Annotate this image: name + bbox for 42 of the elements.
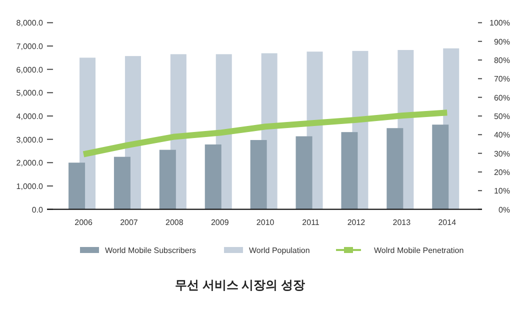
bar <box>159 150 176 210</box>
y2-tick-label: 90% <box>494 37 510 46</box>
y2-tick-label: 80% <box>494 56 510 66</box>
y2-tick-label: 50% <box>494 112 510 121</box>
bar <box>341 132 358 210</box>
x-tick-label: 2006 <box>74 218 93 227</box>
bar <box>296 136 312 210</box>
bar <box>432 124 449 210</box>
y-tick-label: 7,000.0 <box>16 42 44 52</box>
y2-tick-label: 60% <box>494 93 510 102</box>
y2-tick-label: 40% <box>494 130 510 140</box>
y-tick-label: 3,000.0 <box>16 135 44 144</box>
y2-tick-label: 0% <box>498 205 510 214</box>
y2-tick-label: 30% <box>494 149 510 158</box>
x-tick-label: 2007 <box>120 218 138 227</box>
bar <box>68 162 86 210</box>
y2-tick-label: 100% <box>490 18 510 28</box>
x-tick-label: 2014 <box>438 218 457 227</box>
x-tick-label: 2011 <box>302 218 320 227</box>
y-tick-label: 8,000.0 <box>16 18 44 28</box>
x-tick-label: 2010 <box>256 218 275 227</box>
y-tick-label: 5,000.0 <box>16 88 44 98</box>
bar <box>114 156 130 210</box>
bar <box>386 128 404 210</box>
y-tick-label: 0.0 <box>32 205 44 214</box>
y2-tick-label: 20% <box>494 168 510 177</box>
y2-tick-label: 70% <box>494 74 510 84</box>
y-tick-label: 2,000.0 <box>16 158 44 168</box>
bar <box>204 144 222 210</box>
y-tick-label: 4,000.0 <box>16 112 44 121</box>
bar <box>250 140 267 210</box>
y2-tick-label: 10% <box>494 186 510 196</box>
x-tick-label: 2009 <box>210 218 230 227</box>
legend-label: World Population <box>249 246 310 255</box>
y-tick-label: 1,000.0 <box>16 182 44 191</box>
x-tick-label: 2012 <box>347 218 366 227</box>
text: 무선 서비스 시장의 성장 <box>174 278 306 292</box>
legend-label: World Mobile Subscribers <box>105 246 196 255</box>
y-tick-label: 6,000.0 <box>16 65 44 74</box>
legend-label: Wolrd Mobile Penetration <box>374 246 464 255</box>
x-tick-label: 2008 <box>166 218 184 227</box>
x-tick-label: 2013 <box>392 218 412 227</box>
